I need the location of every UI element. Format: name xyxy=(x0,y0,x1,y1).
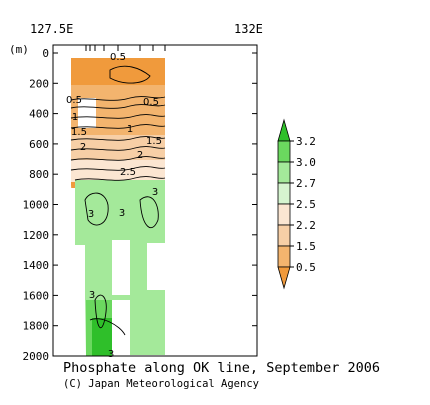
contour-line xyxy=(70,156,166,161)
y-tick-label: 2000 xyxy=(23,350,50,363)
missing-gap xyxy=(112,240,130,295)
colorbar-swatch xyxy=(277,140,291,163)
contour-line xyxy=(109,65,151,84)
contour-label: 2 xyxy=(137,150,143,161)
contour-label: 3 xyxy=(89,290,95,301)
contour-line xyxy=(84,192,109,226)
y-tick-label: 200 xyxy=(29,77,49,90)
credit-line: (C) Japan Meteorological Agency xyxy=(63,378,259,390)
contour-line xyxy=(70,136,166,141)
contour-label: 0.5 xyxy=(110,52,126,63)
contour-label: 3 xyxy=(119,208,125,219)
contour-label: 1.5 xyxy=(71,127,87,138)
top-ticks xyxy=(85,45,166,51)
contour-label: 1.5 xyxy=(146,136,162,147)
contour-line xyxy=(70,146,166,151)
colorbar-label: 3.0 xyxy=(296,156,316,169)
y-tick-label: 400 xyxy=(29,108,49,121)
contour-line xyxy=(94,294,107,329)
contour-line xyxy=(70,124,166,129)
contour-label: 1 xyxy=(127,124,133,135)
y-tick-label: 1000 xyxy=(23,199,50,212)
colorbar-swatch xyxy=(277,224,291,247)
x-max-label: 132E xyxy=(234,22,263,36)
field-band-7 xyxy=(92,318,112,356)
plot-frame xyxy=(52,44,258,357)
y-tick-label: 600 xyxy=(29,138,49,151)
colorbar-swatch xyxy=(277,118,291,142)
colorbar-label: 2.5 xyxy=(296,198,316,211)
colorbar: 0.5 1.5 2.2 2.5 2.7 3.0 3.2 xyxy=(277,118,316,290)
y-unit-label: (m) xyxy=(9,43,29,56)
y-tick-label: 1800 xyxy=(23,320,50,333)
contour-line xyxy=(70,114,166,119)
colorbar-label: 0.5 xyxy=(296,261,316,274)
y-tick-label: 1200 xyxy=(23,229,50,242)
colorbar-label: 3.2 xyxy=(296,135,316,148)
contour-line xyxy=(70,104,166,109)
field-band-4 xyxy=(75,180,165,245)
contour-line xyxy=(70,96,166,101)
y-tick-label: 0 xyxy=(42,47,49,60)
y-tick-label: 1400 xyxy=(23,259,50,272)
colorbar-swatch xyxy=(277,182,291,205)
contour-line xyxy=(70,166,166,171)
colorbar-swatch xyxy=(277,266,291,290)
contour-label: 1 xyxy=(72,112,78,123)
contour-lines xyxy=(70,65,166,336)
contour-label: 3 xyxy=(88,209,94,220)
contour-line xyxy=(89,318,126,336)
missing-gap xyxy=(147,243,165,290)
contour-label: 2.5 xyxy=(120,167,136,178)
contour-label: 2 xyxy=(80,142,86,153)
chart-title: Phosphate along OK line, September 2006 xyxy=(63,360,380,376)
y-tick-label: 800 xyxy=(29,168,49,181)
contour-line xyxy=(74,176,166,181)
missing-gap xyxy=(112,300,130,356)
contour-line xyxy=(139,196,159,229)
colorbar-label: 2.7 xyxy=(296,177,316,190)
y-tick-label: 1600 xyxy=(23,289,50,302)
colorbar-label: 2.2 xyxy=(296,219,316,232)
colorbar-swatch xyxy=(277,203,291,226)
colorbar-swatch xyxy=(277,161,291,184)
missing-gap xyxy=(68,58,86,356)
x-min-label: 127.5E xyxy=(30,22,73,36)
contour-label: 0.5 xyxy=(143,97,159,108)
missing-gap xyxy=(78,98,96,128)
contour-label: 0.5 xyxy=(66,95,82,106)
y-axis: 0 200 400 600 800 1000 1200 1400 1600 1800 2000 xyxy=(23,47,257,363)
contour-label: 3 xyxy=(152,187,158,198)
contour-label: 3 xyxy=(108,349,114,360)
colorbar-label: 1.5 xyxy=(296,240,316,253)
colorbar-swatch xyxy=(277,245,291,268)
contour-field xyxy=(68,58,165,356)
